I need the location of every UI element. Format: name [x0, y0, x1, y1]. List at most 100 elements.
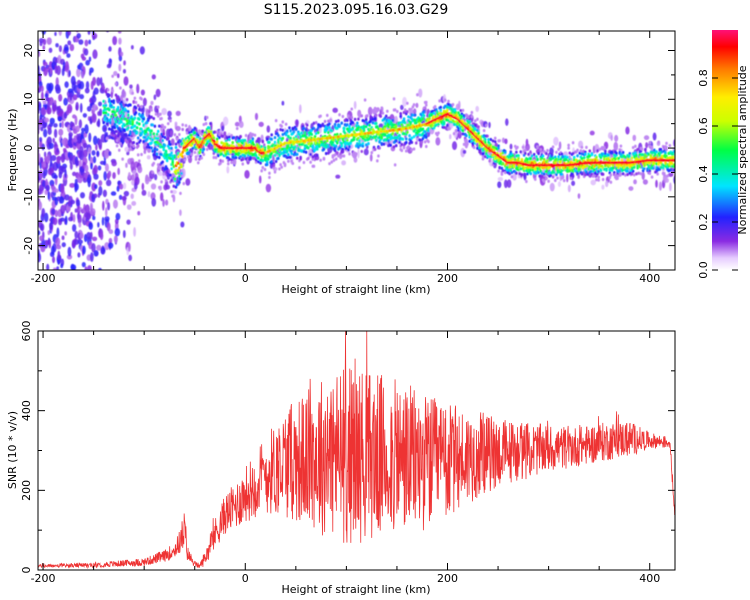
spectrogram-cell-1576: [144, 130, 148, 134]
spectrogram-cell-4624: [635, 153, 638, 157]
spectrogram-cell-3322: [428, 116, 431, 121]
spectrogram-cell-4022: [539, 147, 543, 152]
spectrogram-cell-668: [112, 35, 118, 46]
spectrogram-cell-4825: [666, 174, 669, 178]
spectrogram-cell-2727: [333, 148, 337, 153]
spectrogram-cell-3001: [377, 154, 380, 158]
colorbar-axis: 0.00.20.40.60.8: [697, 69, 738, 279]
spectrogram-cell-667: [108, 229, 114, 235]
spectrogram-cell-1393: [111, 74, 114, 78]
spectrogram-cell-1533: [136, 144, 140, 148]
spectrogram-cell-109: [45, 344, 49, 350]
spectrogram-cell-1189: [505, 118, 509, 126]
spectrogram-cell-3509: [457, 126, 460, 131]
spectrogram-cell-3925: [523, 148, 527, 153]
spectrogram-cell-833: [154, 173, 158, 181]
spectrogram-cell-4650: [638, 164, 642, 169]
spectrogram-cell-4572: [626, 169, 629, 173]
spectrogram-cell-538: [89, 297, 94, 306]
spectrogram-cell-2305: [265, 162, 269, 167]
spectrogram-cell-2534: [302, 160, 306, 165]
spectrogram-x-tick-label-2: 200: [437, 272, 458, 285]
spectrogram-cell-2489: [295, 152, 299, 156]
spectrogram-cell-52: [41, 143, 45, 151]
spectrogram-cell-1303: [632, 134, 637, 142]
spectrogram-cell-2587: [311, 157, 315, 161]
spectrogram-cell-4811: [664, 150, 667, 154]
spectrogram-cell-843: [157, 171, 163, 176]
spectrogram-cell-4043: [542, 179, 546, 183]
spectrogram-cell-1670: [162, 132, 166, 136]
spectrogram-cell-4767: [657, 140, 661, 144]
spectrogram-cell-3091: [391, 131, 395, 136]
spectrogram-cell-666: [109, 58, 112, 63]
spectrogram-cell-2703: [329, 118, 332, 122]
spectrogram-cell-1322: [655, 179, 658, 188]
spectrogram-cell-1967: [212, 155, 216, 160]
spectrogram-cell-4662: [640, 147, 644, 151]
spectrogram-cell-4740: [652, 161, 656, 165]
spectrogram-cell-4316: [586, 172, 589, 176]
spectrogram-cell-3217: [411, 113, 415, 117]
spectrogram-cell-2934: [366, 114, 369, 118]
spectrogram-marks: [38, 0, 675, 350]
spectrogram-cell-704: [118, 63, 122, 72]
spectrogram-cell-3389: [438, 99, 441, 103]
spectrogram-cell-4008: [537, 170, 540, 175]
spectrogram-cell-619: [99, 232, 104, 241]
spectrogram-cell-4226: [571, 141, 575, 145]
spectrogram-cell-378: [74, 21, 79, 26]
spectrogram-cell-1375: [107, 93, 111, 97]
spectrogram-cell-3095: [391, 123, 395, 127]
spectrogram-cell-3366: [434, 108, 438, 112]
spectrogram-cell-4425: [602, 157, 606, 161]
spectrogram-cell-2979: [373, 106, 377, 110]
spectrogram-cell-1672: [162, 148, 166, 152]
spectrogram-cell-4478: [611, 164, 615, 168]
spectrogram-cell-574: [93, 135, 98, 146]
spectrogram-cell-2165: [243, 139, 247, 143]
spectrogram-cell-3954: [528, 160, 532, 164]
spectrogram-cell-257: [61, 0, 65, 1]
spectrogram-cell-72: [43, 151, 47, 158]
spectrogram-cell-194: [53, 188, 59, 193]
spectrogram-cell-284: [63, 97, 68, 106]
spectrogram-cell-2594: [312, 126, 316, 131]
spectrogram-cell-1517: [133, 116, 137, 120]
spectrogram-cell-803: [140, 89, 145, 96]
spectrogram-cell-3183: [406, 110, 409, 114]
spectrogram-cell-543: [91, 287, 94, 293]
spectrogram-cell-766: [130, 45, 134, 50]
spectrogram-cell-2233: [254, 158, 258, 162]
spectrogram-cell-805: [141, 182, 145, 191]
spectrogram-cell-1761: [179, 177, 182, 181]
spectrogram-y-tick-label-0: -20: [22, 237, 35, 255]
spectrogram-cell-4569: [626, 172, 629, 177]
spectrogram-cell-3207: [409, 120, 412, 125]
spectrogram-cell-1505: [131, 91, 134, 95]
spectrogram-cell-489: [84, 337, 89, 341]
spectrogram-cell-2618: [315, 153, 319, 157]
spectrogram-cell-3927: [523, 151, 527, 155]
spectrogram-cell-3542: [462, 114, 466, 118]
spectrogram-cell-782: [131, 201, 137, 206]
spectrogram-cell-182: [53, 128, 58, 138]
spectrogram-cell-1755: [178, 132, 181, 137]
spectrogram-cell-105: [44, 15, 49, 25]
spectrogram-cell-1397: [111, 89, 114, 93]
spectrogram-cell-3315: [427, 140, 430, 144]
spectrogram-cell-3710: [489, 137, 493, 142]
spectrogram-cell-1366: [105, 122, 109, 126]
spectrogram-cell-1479: [126, 113, 130, 117]
spectrogram-cell-2883: [358, 139, 361, 143]
spectrogram-cell-322: [66, 53, 71, 58]
spectrogram-cell-2987: [374, 121, 378, 126]
spectrogram-cell-3613: [473, 119, 477, 123]
spectrogram-cell-2104: [234, 156, 238, 160]
spectrogram-cell-192: [54, 337, 59, 344]
spectrogram-cell-794: [134, 176, 140, 186]
spectrogram-cell-4842: [669, 168, 673, 172]
spectrogram-cell-1754: [178, 180, 181, 184]
spectrogram-cell-395: [74, 115, 78, 126]
